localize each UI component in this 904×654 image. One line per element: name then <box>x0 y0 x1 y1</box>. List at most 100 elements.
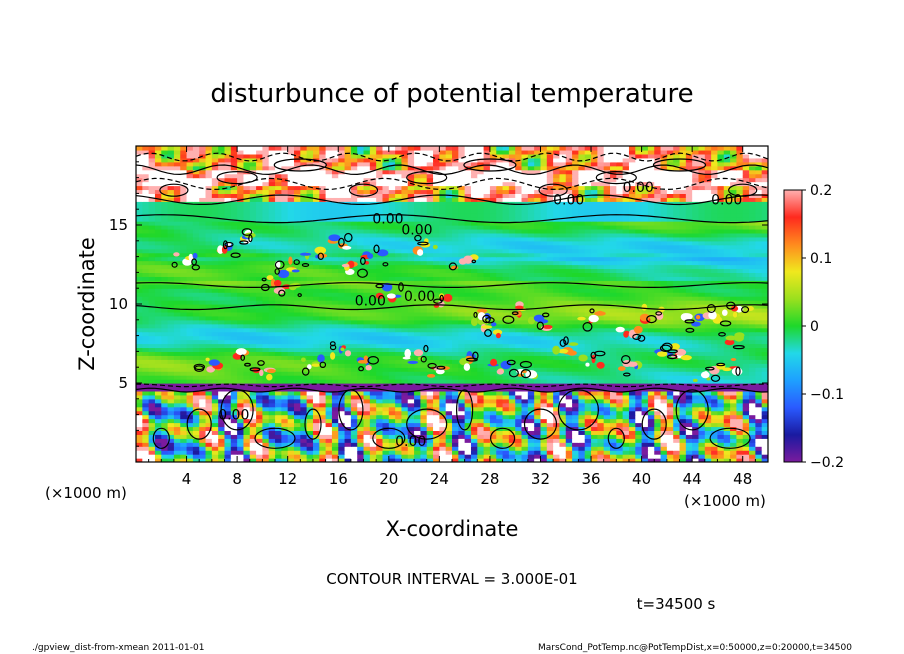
field-cell <box>584 268 592 273</box>
field-cell <box>572 335 579 341</box>
field-cell <box>369 458 377 462</box>
field-cell <box>224 458 232 462</box>
field-cell <box>445 288 453 293</box>
field-cell <box>281 280 289 285</box>
field-cell <box>205 390 213 396</box>
field-cell <box>685 347 693 352</box>
field-cell <box>704 454 712 459</box>
field-cell <box>502 311 510 317</box>
field-cell <box>565 390 573 396</box>
field-cell <box>237 359 245 364</box>
field-cell <box>565 311 573 317</box>
field-cell <box>439 375 447 380</box>
field-cell <box>420 418 428 424</box>
field-cell <box>312 355 320 360</box>
field-cell <box>331 430 339 435</box>
field-cell <box>685 335 693 341</box>
field-cell <box>565 307 573 313</box>
field-cell <box>742 410 750 416</box>
field-cell <box>603 398 611 404</box>
field-cell <box>173 288 181 293</box>
field-cell <box>148 343 156 349</box>
field-cell <box>635 276 643 281</box>
field-cell <box>218 426 226 431</box>
field-cell <box>180 327 188 333</box>
field-cell <box>382 458 390 462</box>
field-cell <box>331 335 339 341</box>
field-cell <box>597 438 605 443</box>
field-cell <box>736 458 744 462</box>
field-cell <box>616 315 624 321</box>
field-cell <box>319 327 327 333</box>
field-cell <box>521 319 529 325</box>
field-cell <box>136 323 143 329</box>
field-cell <box>597 268 605 273</box>
field-cell <box>572 359 579 364</box>
field-cell <box>622 434 630 439</box>
field-cell <box>635 296 643 301</box>
field-cell <box>730 296 737 301</box>
field-cell <box>534 288 542 293</box>
field-cell <box>597 323 605 329</box>
field-cell <box>338 406 346 412</box>
field-cell <box>502 458 510 462</box>
field-cell <box>489 327 497 333</box>
field-cell <box>704 351 712 356</box>
field-cell <box>382 438 390 443</box>
field-cell <box>401 359 409 364</box>
field-cell <box>723 296 731 301</box>
field-cell <box>161 272 169 277</box>
field-cell <box>666 319 674 325</box>
field-cell <box>464 438 472 443</box>
field-cell <box>173 442 181 447</box>
field-cell <box>306 438 314 443</box>
field-cell <box>331 402 339 408</box>
field-cell <box>173 426 181 431</box>
field-cell <box>521 379 529 384</box>
field-cell <box>161 359 169 364</box>
field-cell <box>186 422 194 428</box>
field-cell <box>723 319 731 325</box>
field-cell <box>376 304 384 309</box>
field-cell <box>363 375 371 380</box>
field-cell <box>211 355 219 360</box>
field-cell <box>755 331 763 337</box>
field-cell <box>211 446 219 451</box>
field-cell <box>458 268 466 273</box>
field-cell <box>704 347 712 352</box>
field-cell <box>218 323 226 329</box>
field-cell <box>496 398 504 404</box>
field-cell <box>635 272 643 277</box>
field-cell <box>572 347 579 352</box>
field-cell <box>407 311 415 317</box>
field-cell <box>395 390 403 396</box>
field-cell <box>559 315 567 321</box>
field-cell <box>584 355 592 360</box>
field-cell <box>761 319 768 325</box>
field-cell <box>711 268 719 273</box>
field-cell <box>173 311 181 317</box>
field-cell <box>527 272 535 277</box>
field-cell <box>136 383 143 388</box>
field-cell <box>553 367 561 372</box>
field-cell <box>730 351 737 356</box>
field-cell <box>540 272 548 277</box>
field-cell <box>515 446 523 451</box>
field-cell <box>502 327 510 333</box>
field-cell <box>218 422 226 428</box>
field-cell <box>426 367 434 372</box>
field-cell <box>527 410 535 416</box>
field-cell <box>319 383 327 388</box>
field-cell <box>647 434 655 439</box>
field-cell <box>572 296 579 301</box>
field-cell <box>161 296 169 301</box>
field-cell <box>483 394 491 400</box>
field-cell <box>161 371 169 376</box>
field-cell <box>610 383 617 388</box>
field-cell <box>420 351 428 356</box>
field-cell <box>199 450 207 455</box>
field-cell <box>319 446 327 451</box>
field-cell <box>192 300 200 305</box>
field-cell <box>180 438 188 443</box>
field-cell <box>136 272 143 277</box>
